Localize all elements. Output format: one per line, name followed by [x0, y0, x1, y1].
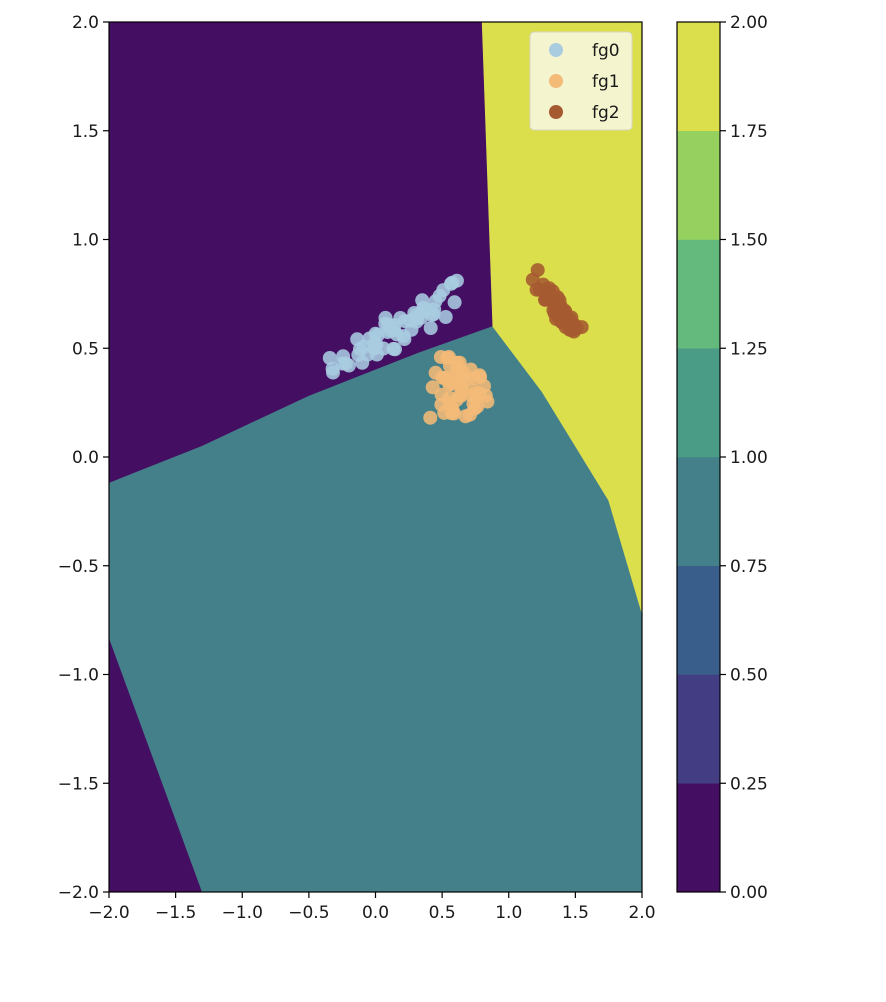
point-fg1 [447, 406, 462, 421]
point-fg1 [472, 368, 487, 383]
point-fg0 [438, 310, 453, 324]
y-tick-label: −1.5 [58, 774, 99, 794]
point-fg0 [445, 275, 460, 290]
point-fg1 [423, 410, 438, 425]
colorbar-band-1 [676, 674, 721, 784]
point-fg1 [428, 365, 443, 380]
colorbar-band-0 [676, 783, 721, 893]
point-fg1 [434, 397, 449, 412]
point-fg0 [397, 332, 412, 347]
point-fg1 [470, 399, 485, 414]
point-fg0 [386, 341, 401, 356]
point-fg0 [428, 294, 443, 309]
point-fg2 [567, 321, 582, 335]
colorbar-band-4 [676, 348, 721, 458]
point-fg1 [442, 377, 457, 392]
point-fg1 [478, 388, 493, 403]
colorbar-band-3 [676, 456, 721, 566]
point-fg2 [532, 282, 547, 297]
x-tick-label: 1.5 [562, 903, 589, 923]
y-tick-label: 0.5 [72, 339, 99, 359]
colorbar: 0.00 0.25 0.50 0.75 1.00 1.25 1.50 1.75 2.00 [676, 13, 768, 903]
x-tick-label: −2.0 [88, 903, 129, 923]
point-fg2 [525, 272, 540, 287]
point-fg0 [447, 295, 462, 310]
colorbar-band-6 [676, 130, 721, 240]
point-fg0 [341, 358, 356, 373]
point-fg1 [452, 360, 467, 375]
legend-label-fg1: fg1 [592, 72, 620, 92]
scatter-points [322, 263, 589, 425]
point-fg0 [322, 351, 337, 365]
legend-label-fg2: fg2 [592, 103, 620, 123]
colorbar-band-5 [676, 239, 721, 349]
y-tick-label: 2.0 [72, 13, 99, 33]
point-fg1 [458, 409, 473, 424]
y-axis: 2.0 1.5 1.0 0.5 0.0 −0.5 −1.0 −1.5 −2.0 [58, 13, 109, 903]
point-fg0 [419, 302, 434, 317]
y-tick-label: 1.5 [72, 122, 99, 142]
point-fg2 [547, 306, 562, 321]
colorbar-tick-label: 0.50 [730, 666, 768, 686]
point-fg0 [423, 321, 438, 335]
colorbar-tick-label: 0.00 [730, 883, 768, 903]
point-fg0 [368, 326, 383, 341]
legend-label-fg0: fg0 [592, 41, 620, 61]
y-tick-label: −2.0 [58, 883, 99, 903]
colorbar-band-7 [676, 21, 721, 131]
y-tick-label: 1.0 [72, 231, 99, 251]
colorbar-tick-label: 2.00 [730, 13, 768, 33]
y-tick-label: 0.0 [72, 448, 99, 468]
legend-marker-fg1 [549, 74, 563, 88]
point-fg0 [380, 325, 395, 339]
colorbar-tick-label: 1.50 [730, 231, 768, 251]
colorbar-tick-label: 1.75 [730, 122, 768, 142]
x-tick-label: −1.5 [155, 903, 196, 923]
x-tick-label: −1.0 [222, 903, 263, 923]
colorbar-tick-label: 1.00 [730, 448, 768, 468]
x-tick-label: 1.0 [495, 903, 522, 923]
point-fg1 [433, 350, 448, 364]
decision-regions [108, 21, 643, 893]
legend: fg0 fg1 fg2 [529, 31, 633, 131]
colorbar-tick-label: 0.25 [730, 774, 768, 794]
legend-marker-fg2 [549, 105, 563, 119]
point-fg0 [350, 332, 365, 347]
x-axis: −2.0 −1.5 −1.0 −0.5 0.0 0.5 1.0 1.5 2.0 [88, 892, 656, 923]
point-fg1 [452, 388, 467, 403]
x-tick-label: −0.5 [288, 903, 329, 923]
point-fg2 [558, 303, 573, 318]
x-tick-label: 0.0 [362, 903, 389, 923]
y-tick-label: −1.0 [58, 666, 99, 686]
x-tick-label: 2.0 [628, 903, 655, 923]
point-fg1 [425, 380, 440, 395]
legend-marker-fg0 [549, 43, 563, 57]
y-tick-label: −0.5 [58, 557, 99, 577]
colorbar-band-2 [676, 565, 721, 675]
colorbar-tick-label: 0.75 [730, 557, 768, 577]
x-tick-label: 0.5 [429, 903, 456, 923]
colorbar-tick-label: 1.25 [730, 339, 768, 359]
